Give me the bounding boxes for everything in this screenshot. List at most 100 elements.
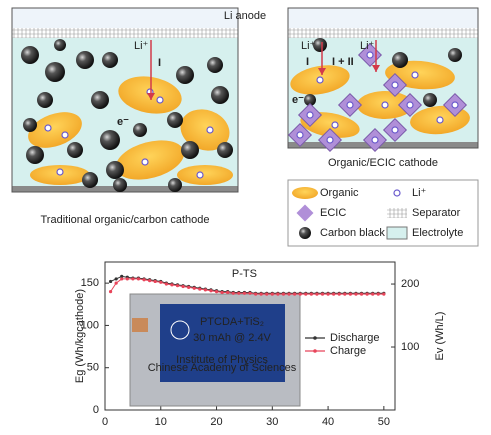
carbon-black bbox=[106, 161, 124, 179]
legend-label: Organic bbox=[320, 187, 359, 199]
li-label: Li⁺ bbox=[301, 40, 316, 52]
inset-text: Chinese Academy of Sciences bbox=[148, 362, 297, 374]
li-ion bbox=[196, 171, 204, 179]
inset-text: 30 mAh @ 2.4V bbox=[193, 332, 271, 344]
carbon-black bbox=[168, 178, 182, 192]
data-point bbox=[248, 291, 252, 295]
legend-label: Li⁺ bbox=[412, 187, 427, 199]
data-point bbox=[120, 274, 124, 278]
y-tick-label: 100 bbox=[81, 319, 99, 331]
carbon-black bbox=[21, 46, 39, 64]
panel-frame bbox=[287, 7, 479, 149]
caption: Organic/ECIC cathode bbox=[328, 157, 438, 169]
data-point bbox=[293, 292, 297, 296]
data-point bbox=[203, 288, 207, 292]
panel-frame bbox=[11, 7, 239, 193]
x-tick-label: 50 bbox=[378, 416, 390, 428]
data-point bbox=[159, 280, 163, 284]
chart-annotation: P-TS bbox=[232, 268, 257, 280]
li-ion bbox=[141, 158, 149, 166]
legend-label: ECIC bbox=[320, 207, 346, 219]
data-point bbox=[231, 291, 235, 295]
carbon-black bbox=[26, 146, 44, 164]
caption: Traditional organic/carbon cathode bbox=[41, 214, 210, 226]
organic bbox=[180, 109, 230, 151]
carbon-black bbox=[423, 93, 437, 107]
carbon-black bbox=[23, 118, 37, 132]
data-point bbox=[359, 292, 364, 296]
x-tick-label: 30 bbox=[266, 416, 278, 428]
data-point bbox=[164, 282, 168, 286]
li-ion bbox=[391, 81, 399, 89]
y2-tick-label: 100 bbox=[401, 341, 419, 353]
data-point bbox=[187, 285, 191, 289]
data-point bbox=[365, 292, 369, 296]
legend-separator bbox=[387, 208, 407, 218]
carbon-black bbox=[133, 123, 147, 137]
arrow-label: I + II bbox=[332, 56, 354, 68]
li-ion bbox=[346, 101, 354, 109]
y-axis-label: Eg (Wh/kgcathode) bbox=[74, 289, 86, 383]
x-tick-label: 20 bbox=[210, 416, 222, 428]
legend-marker bbox=[313, 349, 317, 353]
carbon-black bbox=[167, 112, 183, 128]
current-collector bbox=[288, 142, 478, 148]
li-ion bbox=[436, 116, 444, 124]
inset-logo bbox=[170, 320, 190, 340]
diagram-legend-frame bbox=[287, 179, 479, 247]
li-ion bbox=[451, 101, 459, 109]
data-point bbox=[276, 292, 280, 296]
data-point bbox=[120, 277, 124, 281]
data-point bbox=[326, 292, 330, 296]
x-tick-label: 10 bbox=[155, 416, 167, 428]
organic bbox=[177, 165, 233, 185]
legend-carbon bbox=[299, 227, 311, 239]
data-point bbox=[108, 290, 113, 294]
data-point bbox=[114, 281, 118, 285]
carbon-black bbox=[176, 66, 194, 84]
anode-label: Li anode bbox=[224, 10, 266, 22]
y2-tick-label: 200 bbox=[401, 278, 419, 290]
separator bbox=[288, 28, 478, 38]
data-point bbox=[281, 292, 286, 296]
electron-label: e⁻ bbox=[117, 116, 129, 128]
inset-label bbox=[160, 304, 285, 382]
y-tick-label: 0 bbox=[93, 404, 99, 416]
legend-label: Separator bbox=[412, 207, 461, 219]
data-point bbox=[287, 292, 291, 296]
arrow-head bbox=[318, 68, 326, 75]
legend-electrolyte bbox=[386, 226, 408, 240]
carbon-black bbox=[448, 48, 462, 62]
inset-text: Institute of Physics bbox=[176, 354, 268, 366]
series-line bbox=[110, 278, 384, 295]
data-point bbox=[298, 292, 302, 296]
data-point bbox=[237, 291, 241, 295]
li-ion bbox=[326, 136, 334, 144]
legend-ecic bbox=[296, 204, 314, 222]
li-ion bbox=[156, 96, 164, 104]
arrow-label: I bbox=[306, 56, 309, 68]
carbon-black bbox=[37, 92, 53, 108]
inset-text: PTCDA+TiS₂ bbox=[200, 316, 264, 328]
data-point bbox=[153, 279, 157, 284]
data-point bbox=[270, 292, 274, 296]
carbon-black bbox=[102, 52, 118, 68]
data-point bbox=[170, 283, 174, 287]
legend-marker bbox=[313, 336, 317, 340]
data-point bbox=[220, 290, 224, 295]
carbon-black bbox=[304, 94, 316, 106]
y2-axis-label: Ev (Wh/L) bbox=[434, 312, 446, 361]
x-tick-label: 40 bbox=[322, 416, 334, 428]
li-label: Li⁺ bbox=[134, 40, 149, 52]
carbon-black bbox=[392, 52, 408, 68]
legend-organic bbox=[292, 187, 318, 199]
data-point bbox=[309, 292, 313, 296]
data-point bbox=[315, 292, 319, 296]
data-point bbox=[304, 292, 308, 296]
organic bbox=[28, 112, 82, 148]
li-ion bbox=[411, 71, 419, 79]
data-point bbox=[320, 292, 325, 296]
legend-label: Carbon black bbox=[320, 227, 385, 239]
carbon-black bbox=[76, 51, 94, 69]
